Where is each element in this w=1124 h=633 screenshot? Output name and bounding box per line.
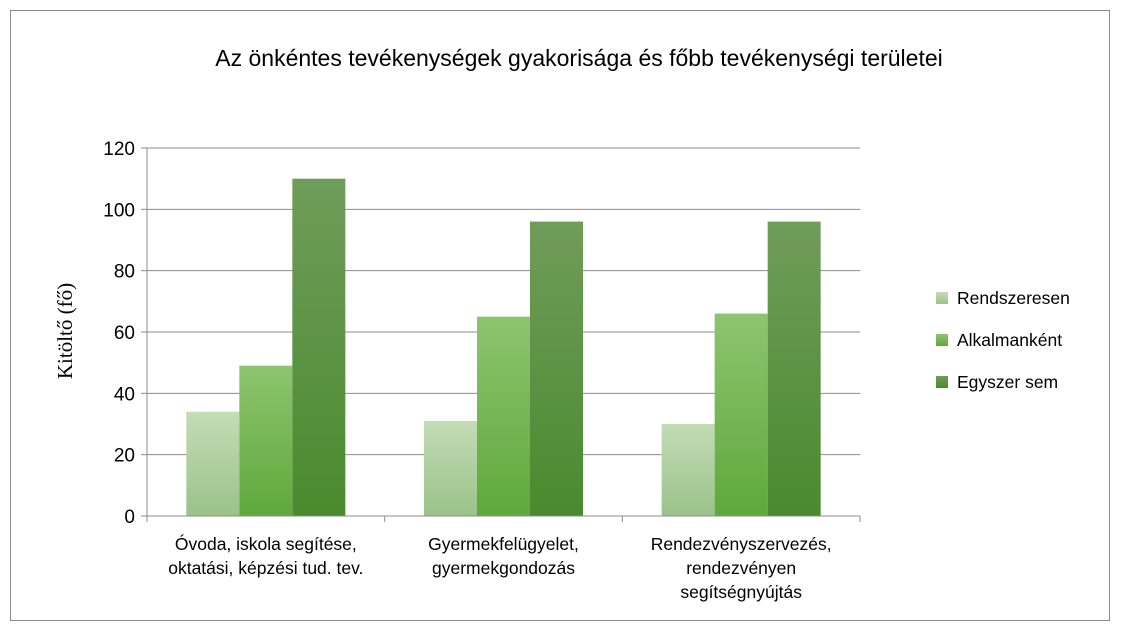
legend: Rendszeresen Alkalmanként Egyszer sem xyxy=(936,288,1070,392)
category-label: Óvoda, iskola segítése, oktatási, képzési… xyxy=(168,533,363,578)
bar-egyszer sem-3 xyxy=(767,221,821,516)
bar-chart: Az önkéntes tevékenységek gyakorisága és… xyxy=(53,45,1070,602)
bar-egyszer sem-1 xyxy=(292,178,346,516)
y-tick-label: 40 xyxy=(114,384,135,405)
legend-label: Rendszeresen xyxy=(957,288,1070,308)
category-label: Gyermekfelügyelet, gyermekgondozás xyxy=(428,534,579,578)
y-axis-label: Kitöltő (fő) xyxy=(53,283,77,379)
bar-rendszeresen-3 xyxy=(661,424,715,516)
bar-egyszer sem-2 xyxy=(530,221,583,516)
bar-alkalmanként-3 xyxy=(714,313,768,516)
bars xyxy=(186,178,821,516)
category-label: Rendezvényszervezés, rendezvényen segítség… xyxy=(651,534,832,602)
y-tick-label: 100 xyxy=(103,200,135,221)
chart-title: Az önkéntes tevékenységek gyakorisága és… xyxy=(215,45,943,71)
bar-rendszeresen-2 xyxy=(424,420,477,516)
legend-label: Egyszer sem xyxy=(957,372,1058,392)
bar-rendszeresen-1 xyxy=(186,411,240,516)
legend-label: Alkalmanként xyxy=(957,330,1062,350)
bar-alkalmanként-2 xyxy=(477,316,530,516)
legend-swatch xyxy=(936,376,948,388)
x-axis-categories: Óvoda, iskola segítése, oktatási, képzési… xyxy=(168,533,831,602)
y-tick-label: 0 xyxy=(124,507,135,528)
bar-alkalmanként-1 xyxy=(239,365,293,516)
axes xyxy=(141,147,861,522)
y-tick-label: 120 xyxy=(103,139,135,160)
y-tick-label: 60 xyxy=(114,323,135,344)
legend-swatch xyxy=(936,334,948,346)
y-tick-label: 20 xyxy=(114,446,135,467)
legend-swatch xyxy=(936,292,948,304)
y-axis-ticks: 0 20 40 60 80 100 120 xyxy=(103,139,135,528)
y-tick-label: 80 xyxy=(114,262,135,283)
chart-frame: Az önkéntes tevékenységek gyakorisága és… xyxy=(10,10,1110,621)
